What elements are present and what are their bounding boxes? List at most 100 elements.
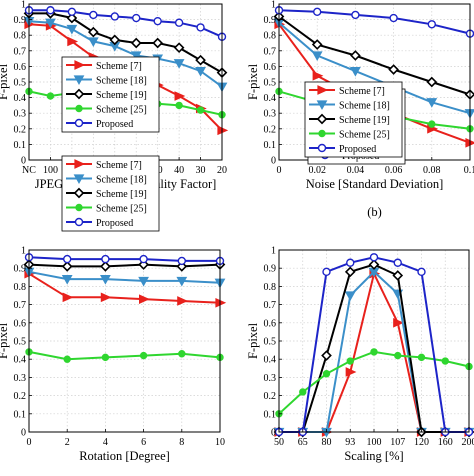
y-tick-label: 0.3 [14,109,27,120]
y-tick-label: 0.7 [264,46,277,57]
y-tick-label: 0.8 [264,31,277,42]
legend-label: Scheme [18] [96,75,147,86]
y-tick-label: 0.4 [264,355,277,366]
data-point [321,350,332,361]
data-point [426,76,438,88]
y-tick-label: 0.1 [14,140,27,151]
x-tick-label: 30 [196,165,206,176]
legend-marker [318,129,326,138]
data-point [67,7,77,17]
legend-label: Scheme [25] [96,203,147,214]
data-point [87,37,99,47]
x-tick-label: NC [22,165,36,176]
data-point [177,296,188,306]
legend-label: Scheme [19] [339,115,390,126]
data-point [152,37,163,49]
series-line [28,270,221,284]
y-tick-label: 0.5 [264,78,277,89]
series-scheme25 [275,348,473,418]
data-point [351,10,360,20]
y-tick-label: 0.8 [14,282,27,293]
data-point [132,13,141,23]
legend-marker [73,174,85,185]
legend-marker [317,85,329,95]
data-point [322,370,331,378]
x-tick-label: 65 [298,437,308,448]
data-point [174,18,184,27]
data-point [370,348,378,356]
data-point [45,18,56,29]
legend-marker [73,75,85,86]
y-tick-label: 0.4 [14,93,27,104]
legend-marker [316,113,328,125]
y-tick-label: 0.9 [14,15,27,26]
legend-label: Scheme [18] [339,100,390,111]
x-axis-title: Noise [Standard Deviation] [306,177,443,191]
data-point [196,23,205,32]
x-tick-label: 120 [414,437,429,448]
data-point [441,357,449,365]
series-line [28,350,221,361]
legend-label: Scheme [19] [96,90,147,101]
x-tick-label: 40 [174,165,184,176]
legend-marker [74,118,84,128]
series-line [28,20,223,88]
y-tick-label: 0.4 [264,93,277,104]
legend-marker [317,143,327,153]
legend-label: Proposed [339,144,376,155]
legend-marker [75,104,83,113]
y-tick-label: 0 [271,156,276,167]
x-tick-label: 160 [438,437,453,448]
data-point [428,120,436,128]
x-tick-label: 50 [274,437,284,448]
y-tick-label: 1 [271,246,276,257]
legend-entry: Scheme [19] [309,113,390,126]
y-tick-label: 0.5 [264,337,277,348]
data-point [426,98,438,108]
y-tick-label: 0 [271,428,276,439]
y-tick-label: 0.5 [14,78,27,89]
legend-marker [74,60,86,70]
legend-marker [75,203,83,212]
data-point [66,24,78,35]
legend-entry: Scheme [7] [66,60,142,72]
data-point [101,353,110,362]
data-point [344,266,356,278]
data-point [138,276,149,287]
y-tick-label: 0.5 [14,337,27,348]
legend: Scheme [7] Scheme [18] Scheme [19] Scheme [… [61,56,160,133]
series-line [278,15,471,96]
legend-label: Scheme [7] [96,160,142,171]
data-point [196,106,205,114]
series-line [28,256,220,262]
data-point [101,254,110,264]
y-tick-label: 0.9 [264,15,277,26]
x-tick-label: 100 [43,165,58,176]
data-point [322,267,331,277]
data-point [345,367,357,377]
data-point [63,355,71,363]
x-tick-label: 10 [215,437,225,448]
data-point [427,20,436,29]
x-tick-label: 0.06 [385,165,403,176]
x-tick-label: 6 [141,437,146,448]
y-tick-label: 0.7 [14,46,27,57]
legend-entry: Scheme [25] [309,129,390,140]
legend-marker [73,88,85,100]
data-point [46,6,55,15]
data-point [393,258,402,267]
y-tick-label: 0.9 [14,264,27,275]
series-proposed [24,6,227,41]
legend-marker [74,217,84,227]
data-point [311,39,323,50]
legend-label: Proposed [96,119,133,130]
legend-entry: Proposed [66,217,133,229]
data-point [138,294,150,304]
chart-panel-4: 0 0.1 0.2 0.3 0.4 0.5 0.6 0.7 0.8 0.9 1 50 65 80 93 100… [246,81,474,463]
y-tick-label: 0.1 [264,140,277,151]
y-axis-title: F-pixel [0,322,10,359]
legend: Scheme [7] Scheme [18] Scheme [19] Scheme [… [61,155,160,232]
legend-entry: Scheme [18] [66,75,147,86]
y-tick-label: 0.7 [264,300,277,311]
